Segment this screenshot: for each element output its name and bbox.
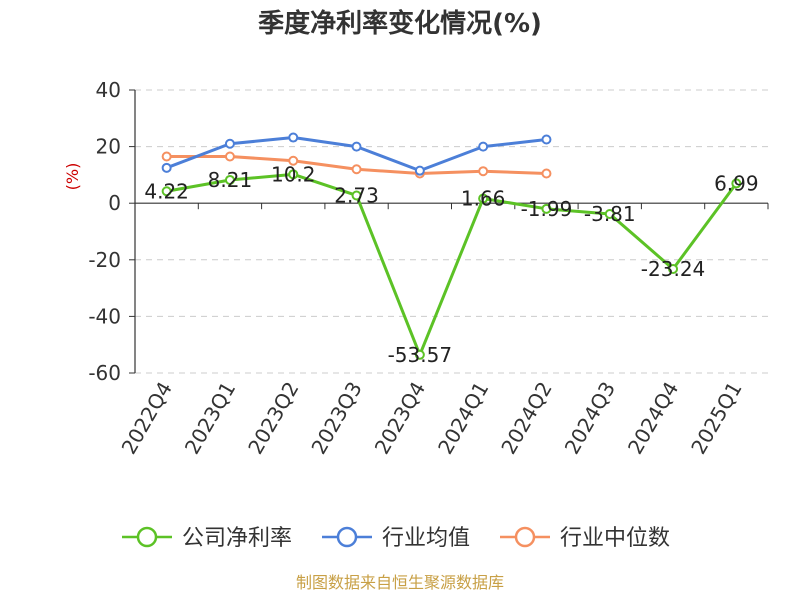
x-tick-label: 2025Q1 bbox=[686, 378, 746, 459]
x-tick-label: 2023Q1 bbox=[180, 378, 240, 459]
data-label: -53.57 bbox=[388, 343, 452, 367]
legend-marker bbox=[136, 526, 158, 548]
x-tick-label: 2023Q3 bbox=[306, 378, 366, 459]
data-point bbox=[351, 164, 362, 175]
series-2 bbox=[161, 151, 552, 179]
data-point bbox=[288, 169, 299, 180]
y-tick-label: -20 bbox=[88, 248, 121, 272]
data-label: 4.22 bbox=[144, 179, 189, 203]
data-point bbox=[731, 178, 742, 189]
legend-label: 公司净利率 bbox=[182, 526, 292, 551]
data-point bbox=[541, 134, 552, 145]
axes bbox=[134, 90, 768, 373]
x-axis-ticks: 2022Q4 2023Q1 2023Q2 2023Q3 2023Q4 2024Q1 2024… bbox=[117, 203, 769, 459]
series-line bbox=[166, 172, 738, 357]
data-label: 1.66 bbox=[461, 187, 506, 211]
grid-lines bbox=[135, 89, 768, 374]
legend-label: 行业中位数 bbox=[560, 526, 670, 551]
series-1 bbox=[161, 132, 552, 176]
legend-marker bbox=[514, 526, 536, 548]
legend-marker bbox=[336, 526, 358, 548]
legend: 公司净利率 行业均值 行业中位数 bbox=[122, 526, 670, 551]
data-point bbox=[351, 190, 362, 201]
data-label: 6.99 bbox=[714, 171, 759, 195]
x-tick-label: 2023Q2 bbox=[243, 378, 303, 459]
data-point bbox=[541, 203, 552, 214]
data-point bbox=[478, 141, 489, 152]
data-label: 8.21 bbox=[208, 168, 253, 192]
data-label: -1.99 bbox=[521, 197, 573, 221]
legend-label: 行业均值 bbox=[382, 526, 470, 551]
x-tick-label: 2023Q4 bbox=[370, 378, 430, 459]
data-point bbox=[414, 349, 425, 360]
data-point bbox=[478, 166, 489, 177]
data-point bbox=[288, 132, 299, 143]
x-tick-label: 2024Q4 bbox=[623, 378, 683, 459]
data-label: 2.73 bbox=[334, 183, 379, 207]
data-point bbox=[224, 151, 235, 162]
data-point bbox=[224, 138, 235, 149]
y-axis-ticks: 40 20 0 -20 -40 -60 bbox=[88, 78, 135, 385]
legend-item: 行业均值 bbox=[322, 526, 470, 551]
data-point bbox=[161, 186, 172, 197]
source-note: 制图数据来自恒生聚源数据库 bbox=[296, 573, 504, 592]
data-label: -23.24 bbox=[641, 257, 705, 281]
data-point bbox=[668, 263, 679, 274]
data-label: -3.81 bbox=[584, 202, 636, 226]
data-labels: 4.22 8.21 10.2 2.73 -53.57 1.66 -1.99 -3.81 -23.… bbox=[144, 162, 758, 366]
y-tick-label: 20 bbox=[96, 135, 121, 159]
legend-item: 行业中位数 bbox=[500, 526, 670, 551]
x-tick-label: 2022Q4 bbox=[117, 378, 177, 459]
series-group bbox=[161, 132, 742, 360]
y-tick-label: -60 bbox=[88, 361, 121, 385]
data-point bbox=[414, 165, 425, 176]
chart-title: 季度净利率变化情况(%) bbox=[258, 8, 542, 39]
data-point bbox=[224, 174, 235, 185]
x-tick-label: 2024Q3 bbox=[560, 378, 620, 459]
data-point bbox=[541, 168, 552, 179]
legend-item: 公司净利率 bbox=[122, 526, 292, 551]
y-tick-label: 40 bbox=[96, 78, 121, 102]
data-point bbox=[161, 162, 172, 173]
y-tick-label: 0 bbox=[108, 191, 121, 215]
data-point bbox=[604, 208, 615, 219]
y-tick-label: -40 bbox=[88, 304, 121, 328]
x-tick-label: 2024Q2 bbox=[496, 378, 556, 459]
x-tick-label: 2024Q1 bbox=[433, 378, 493, 459]
y-axis-unit-label: (%) bbox=[63, 163, 82, 191]
data-point bbox=[161, 151, 172, 162]
data-point bbox=[288, 155, 299, 166]
data-point bbox=[478, 193, 489, 204]
data-label: 10.2 bbox=[271, 162, 316, 186]
series-0 bbox=[161, 169, 742, 360]
data-point bbox=[351, 141, 362, 152]
